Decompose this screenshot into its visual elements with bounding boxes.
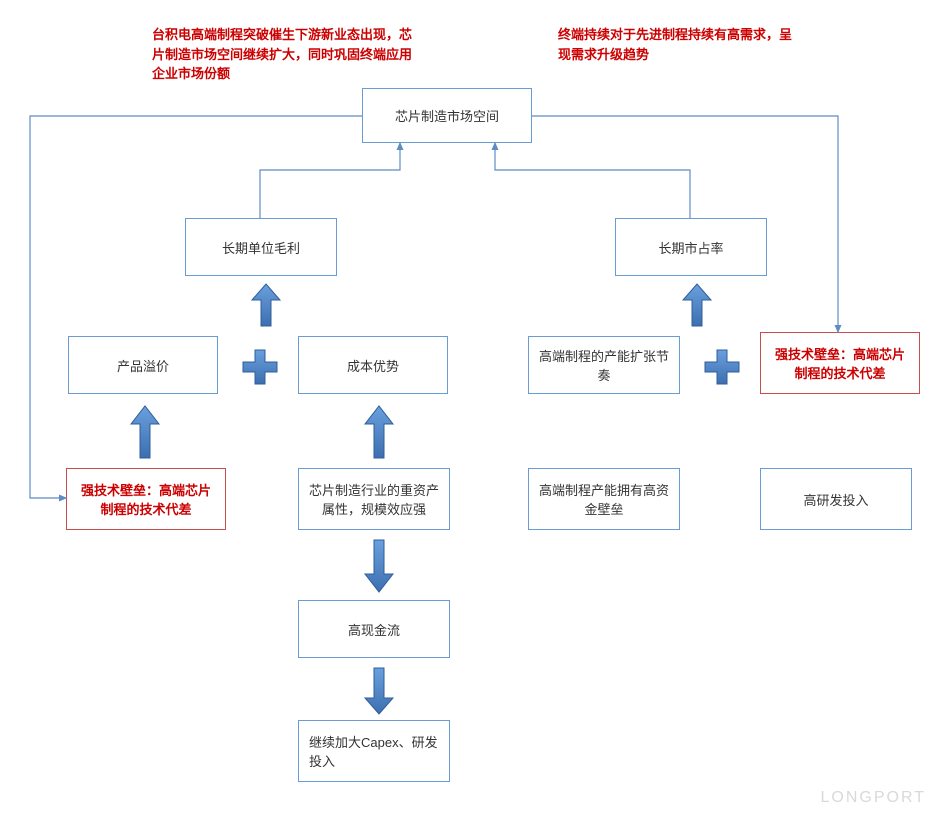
note-right: 终端持续对于先进制程持续有高需求，呈现需求升级趋势 <box>558 25 798 64</box>
node-maoli: 长期单位毛利 <box>185 218 337 276</box>
node-scale: 芯片制造行业的重资产属性，规模效应强 <box>298 468 450 530</box>
line-top-left <box>30 116 362 498</box>
watermark: LONGPORT <box>821 789 927 807</box>
plus-icon-2 <box>705 350 739 384</box>
node-capital: 高端制程产能拥有高资金壁垒 <box>528 468 680 530</box>
node-tech-right: 强技术壁垒：高端芯片制程的技术代差 <box>760 332 920 394</box>
plus-icon-1 <box>243 350 277 384</box>
node-tech-left: 强技术壁垒：高端芯片制程的技术代差 <box>66 468 226 530</box>
note-left: 台积电高端制程突破催生下游新业态出现，芯片制造市场空间继续扩大，同时巩固终端应用… <box>152 25 412 84</box>
node-capex: 高端制程的产能扩张节奏 <box>528 336 680 394</box>
arrow-up-3 <box>365 406 393 458</box>
node-cash: 高现金流 <box>298 600 450 658</box>
arrow-down-1 <box>365 540 393 592</box>
arrow-up-1 <box>131 406 159 458</box>
node-top: 芯片制造市场空间 <box>362 88 532 143</box>
arrow-up-4 <box>683 284 711 326</box>
line-maoli-top <box>260 143 400 218</box>
arrow-up-2 <box>252 284 280 326</box>
node-yijia: 产品溢价 <box>68 336 218 394</box>
node-continue: 继续加大Capex、研发投入 <box>298 720 450 782</box>
node-rnd: 高研发投入 <box>760 468 912 530</box>
node-cost: 成本优势 <box>298 336 448 394</box>
line-share-top <box>495 143 690 218</box>
node-share: 长期市占率 <box>615 218 767 276</box>
arrow-down-2 <box>365 668 393 714</box>
